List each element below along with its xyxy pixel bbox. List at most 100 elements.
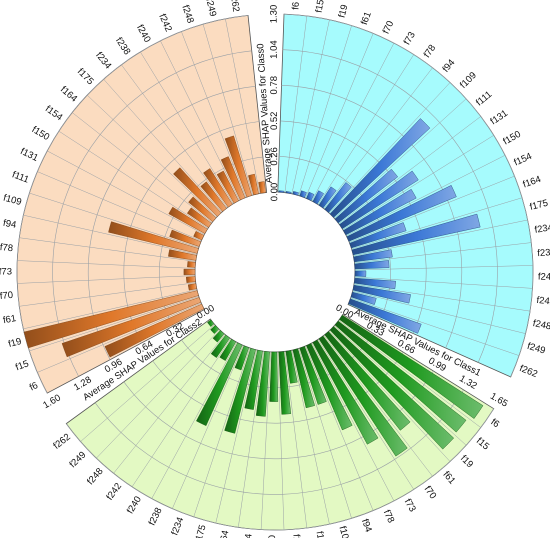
bar-class2-f249 <box>248 173 259 196</box>
category-label: f154 <box>43 104 64 124</box>
grid-radial <box>334 325 467 446</box>
category-label: f109 <box>458 70 479 91</box>
category-label: f242 <box>104 481 124 502</box>
category-label: f154 <box>242 533 255 538</box>
bar-class2-f109 <box>108 221 199 254</box>
grid-radial <box>151 342 237 499</box>
category-label: f238 <box>113 36 132 57</box>
category-label: f248 <box>85 466 105 487</box>
grid-radial <box>58 130 209 229</box>
category-label: f15 <box>474 436 491 453</box>
bar-class0-f175 <box>351 213 481 256</box>
bar-class0-f111 <box>334 168 398 224</box>
category-label: f111 <box>10 169 30 185</box>
grid-radial <box>354 242 532 264</box>
grid-radial <box>298 25 352 196</box>
category-label: f111 <box>314 530 328 538</box>
bar-class1-f78 <box>306 343 353 431</box>
grid-radial <box>37 171 202 242</box>
bar-class2-f131 <box>193 230 205 241</box>
category-label: f240 <box>134 23 153 45</box>
category-label: f240 <box>125 494 144 516</box>
grid-radial <box>260 351 271 530</box>
bar-class2-f164 <box>188 196 217 223</box>
bar-class0-f19 <box>292 191 299 196</box>
bar-class2-f15 <box>61 297 202 358</box>
grid-radial <box>277 351 285 530</box>
category-label: f19 <box>337 3 351 19</box>
category-label: f6 <box>290 1 302 10</box>
grid-radial <box>334 98 467 219</box>
category-label: f94 <box>2 218 17 231</box>
grid-radial <box>160 40 240 201</box>
bar-class0-f131 <box>339 170 419 230</box>
category-label: f78 <box>381 508 397 525</box>
bar-class1-f111 <box>285 350 298 384</box>
grid-radial <box>305 33 374 199</box>
grid-radial <box>181 31 247 198</box>
category-label: f164 <box>217 529 231 538</box>
category-label: f61 <box>2 313 17 326</box>
bar-class1-f234 <box>234 345 250 371</box>
category-label: f164 <box>521 174 542 190</box>
category-label: f150 <box>30 124 52 143</box>
bar-class2-f78 <box>187 261 196 268</box>
category-label: f238 <box>537 247 550 259</box>
bar-class0-f94 <box>324 182 352 213</box>
category-label: f242 <box>156 12 174 33</box>
bar-class1-f240 <box>219 338 237 361</box>
bar-class0-f242 <box>353 277 396 290</box>
category-label: f6 <box>28 380 40 393</box>
grid-radial <box>215 349 257 524</box>
category-label: f73 <box>0 267 12 278</box>
bar-class1-f94 <box>299 346 327 405</box>
bar-class0-f164 <box>349 222 407 249</box>
bar-class1-f15 <box>334 320 467 433</box>
grid-radial <box>225 18 260 194</box>
grid-radial <box>284 15 308 193</box>
category-label: f234 <box>93 50 113 71</box>
bar-class2-f238 <box>203 168 233 208</box>
category-label: f73 <box>402 497 418 514</box>
bar-class2-f154 <box>186 207 212 228</box>
tick-label: 0.26 <box>269 147 280 166</box>
bar-class0-f61 <box>299 190 307 198</box>
grid-radial <box>329 82 451 214</box>
category-label: f248 <box>532 318 550 332</box>
category-label: f109 <box>337 525 352 538</box>
category-label: f175 <box>193 524 209 538</box>
grid-radial <box>354 283 531 312</box>
category-label: f240 <box>538 272 550 283</box>
grid-radial <box>202 24 253 196</box>
bar-class0-f78 <box>318 186 337 209</box>
category-label: f15 <box>14 358 30 373</box>
category-label: f19 <box>458 453 475 470</box>
grid-radial <box>72 112 213 223</box>
bar-class1-f150 <box>269 351 279 402</box>
bar-class0-f15 <box>285 191 292 194</box>
category-label: f249 <box>526 341 547 357</box>
grid-radial <box>353 219 528 257</box>
grid-radial <box>311 342 395 502</box>
category-label: f111 <box>474 89 494 108</box>
grid-radial <box>17 260 196 269</box>
grid-radial <box>140 51 234 204</box>
bar-class1-f73 <box>312 339 379 445</box>
grid-radial <box>346 155 506 237</box>
category-label: f131 <box>18 146 39 164</box>
grid-radial <box>329 330 451 462</box>
bar-class1-f61 <box>324 331 411 431</box>
bar-class2-f94 <box>168 249 197 261</box>
grid-radial <box>29 192 199 248</box>
bar-class0-f73 <box>312 190 324 205</box>
category-label: f94 <box>441 57 458 74</box>
bar-class0-f262 <box>348 298 422 334</box>
grid-radial <box>323 335 433 477</box>
grid-radial <box>37 302 202 373</box>
bar-class0-f150 <box>343 188 417 236</box>
category-label: f6 <box>488 417 501 431</box>
grid-ring <box>16 15 249 394</box>
bar-class2-f240 <box>216 170 239 204</box>
